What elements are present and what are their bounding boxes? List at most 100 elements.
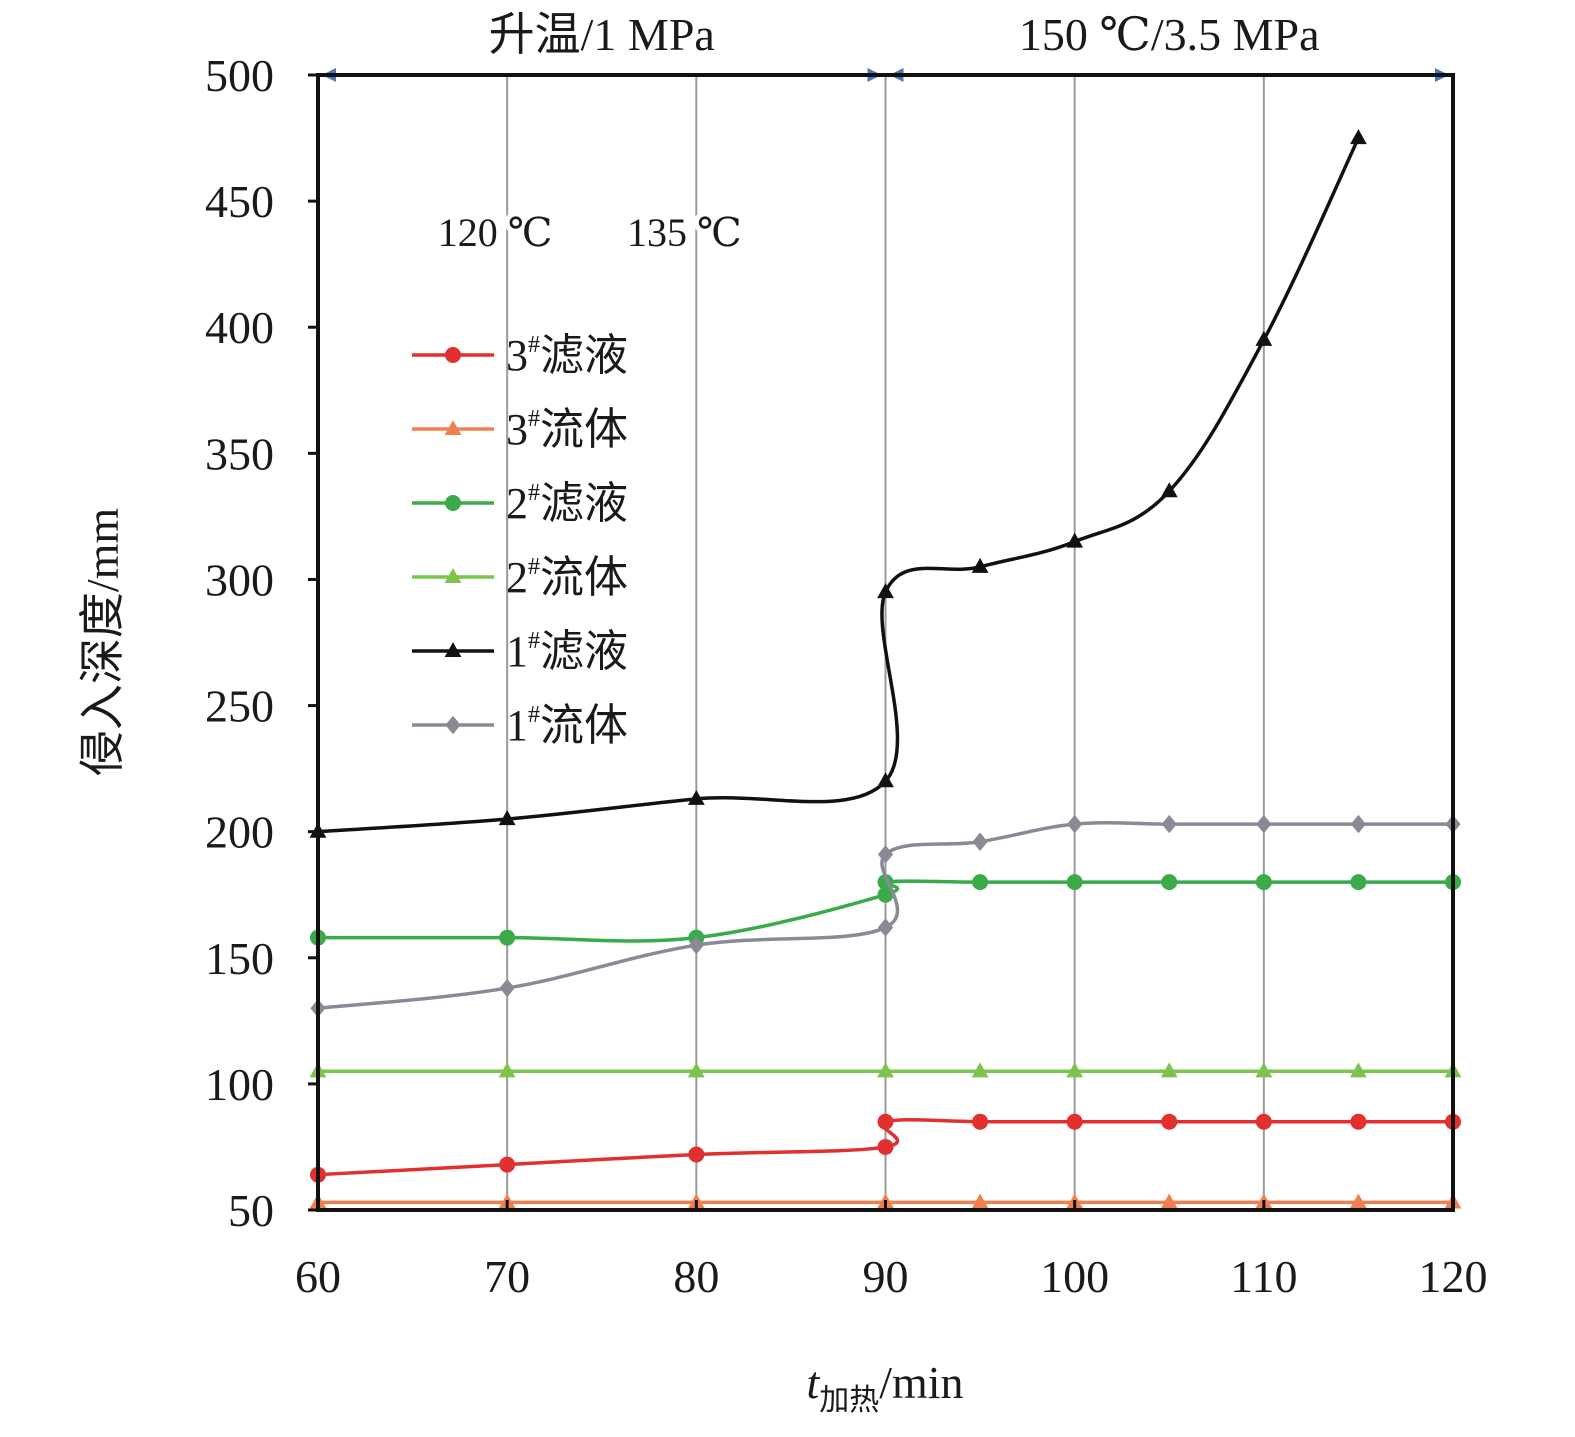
- legend-item: 2#滤液: [412, 479, 628, 528]
- legend-swatch-marker: [444, 642, 462, 658]
- data-point: [1066, 874, 1083, 891]
- data-point: [972, 1113, 989, 1130]
- data-point: [1161, 814, 1177, 834]
- data-point: [1160, 1062, 1178, 1078]
- legend-item: 1#流体: [412, 701, 628, 750]
- series-6: [310, 814, 1461, 1018]
- legend-swatch-marker: [445, 347, 461, 363]
- legend-item: 3#滤液: [412, 331, 628, 380]
- x-tick-label: 110: [1230, 1251, 1297, 1302]
- series-1: [310, 1113, 1461, 1183]
- series-line: [317, 1117, 1453, 1177]
- temperature-annotations: 120 ℃ 135 ℃: [433, 205, 747, 260]
- y-tick-label: 250: [205, 681, 274, 732]
- x-tick-label: 60: [295, 1251, 341, 1302]
- data-point: [972, 874, 989, 891]
- data-point: [1350, 1113, 1367, 1130]
- data-point: [877, 583, 894, 599]
- legend: 3#滤液 3#流体 2#滤液 2#流体 1#滤液 1#流体: [412, 331, 628, 750]
- data-point: [1255, 330, 1273, 346]
- data-series: [309, 129, 1462, 1209]
- series-line: [317, 137, 1361, 834]
- x-axis-title-subscript: 加热: [819, 1384, 879, 1417]
- legend-label: 2#流体: [506, 553, 628, 602]
- y-tick-label: 50: [228, 1185, 274, 1236]
- legend-swatch-marker: [445, 495, 461, 511]
- legend-label: 1#流体: [506, 701, 628, 750]
- phase-annotations: 升温/1 MPa 150 ℃/3.5 MPa: [322, 9, 1449, 82]
- y-tick-label: 300: [205, 554, 274, 605]
- x-tick-label: 70: [484, 1251, 530, 1302]
- series-3: [310, 874, 1461, 946]
- data-point: [971, 1062, 989, 1078]
- temperature-label-1: 120 ℃: [438, 210, 553, 255]
- data-point: [498, 1062, 516, 1078]
- x-axis-title-unit: /min: [879, 1357, 963, 1408]
- data-point: [1350, 129, 1367, 145]
- x-axis-title-main: t: [806, 1357, 820, 1408]
- data-point: [1066, 1062, 1084, 1078]
- data-point: [498, 810, 516, 826]
- y-tick-label: 450: [205, 176, 274, 227]
- data-point: [1256, 814, 1272, 834]
- y-axis-title: 侵入深度/mm: [77, 508, 128, 777]
- data-point: [1066, 532, 1084, 548]
- data-point: [688, 935, 704, 955]
- y-tick-label: 500: [205, 50, 274, 101]
- data-point: [499, 929, 516, 946]
- legend-label: 2#滤液: [506, 479, 628, 528]
- data-point: [1255, 1113, 1272, 1130]
- data-point: [877, 845, 894, 864]
- data-point: [1350, 874, 1367, 891]
- x-tick-label: 80: [673, 1251, 719, 1302]
- x-tick-label: 100: [1040, 1251, 1109, 1302]
- x-tick-label: 90: [863, 1251, 909, 1302]
- data-point: [687, 1062, 705, 1078]
- data-point: [499, 978, 515, 998]
- data-point: [1161, 874, 1178, 891]
- x-tick-label: 120: [1419, 1251, 1488, 1302]
- y-tick-label: 100: [205, 1059, 274, 1110]
- data-point: [1350, 814, 1367, 834]
- series-4: [309, 1062, 1462, 1078]
- data-point: [688, 1146, 705, 1163]
- y-tick-labels: 50 100 150 200 250 300 350 400 450 500: [205, 50, 318, 1236]
- data-point: [971, 1193, 989, 1209]
- legend-swatch-marker: [444, 420, 462, 436]
- y-tick-label: 200: [205, 807, 274, 858]
- data-point: [877, 1062, 894, 1078]
- data-point: [972, 832, 988, 851]
- series-5: [309, 129, 1367, 838]
- y-tick-label: 150: [205, 933, 274, 984]
- temperature-label-2: 135 ℃: [627, 210, 742, 255]
- data-point: [1255, 1062, 1273, 1078]
- data-point: [1350, 1062, 1367, 1078]
- data-point: [877, 1138, 894, 1155]
- x-tick-labels: 60 70 80 90 100 110 120: [295, 1200, 1488, 1302]
- data-point: [1160, 482, 1178, 498]
- data-point: [1161, 1113, 1178, 1130]
- legend-label: 3#滤液: [506, 331, 628, 380]
- legend-item: 3#流体: [412, 405, 628, 454]
- x-axis-title: t加热/min: [806, 1357, 963, 1417]
- series-line: [317, 879, 1453, 943]
- data-point: [1350, 1193, 1367, 1209]
- data-point: [1066, 1113, 1083, 1130]
- phase-label-1: 升温/1 MPa: [489, 9, 715, 60]
- data-point: [877, 772, 894, 788]
- data-point: [877, 886, 894, 903]
- data-point: [1067, 814, 1083, 834]
- data-point: [499, 1156, 516, 1173]
- data-point: [877, 1113, 894, 1130]
- phase-label-2: 150 ℃/3.5 MPa: [1019, 9, 1320, 60]
- y-tick-label: 400: [205, 302, 274, 353]
- legend-swatch-marker: [445, 715, 461, 735]
- legend-label: 3#流体: [506, 405, 628, 454]
- data-point: [971, 557, 989, 573]
- y-tick-label: 350: [205, 428, 274, 479]
- data-point: [877, 918, 894, 937]
- legend-swatch-marker: [444, 568, 462, 584]
- data-point: [687, 789, 705, 805]
- data-point: [1160, 1193, 1178, 1209]
